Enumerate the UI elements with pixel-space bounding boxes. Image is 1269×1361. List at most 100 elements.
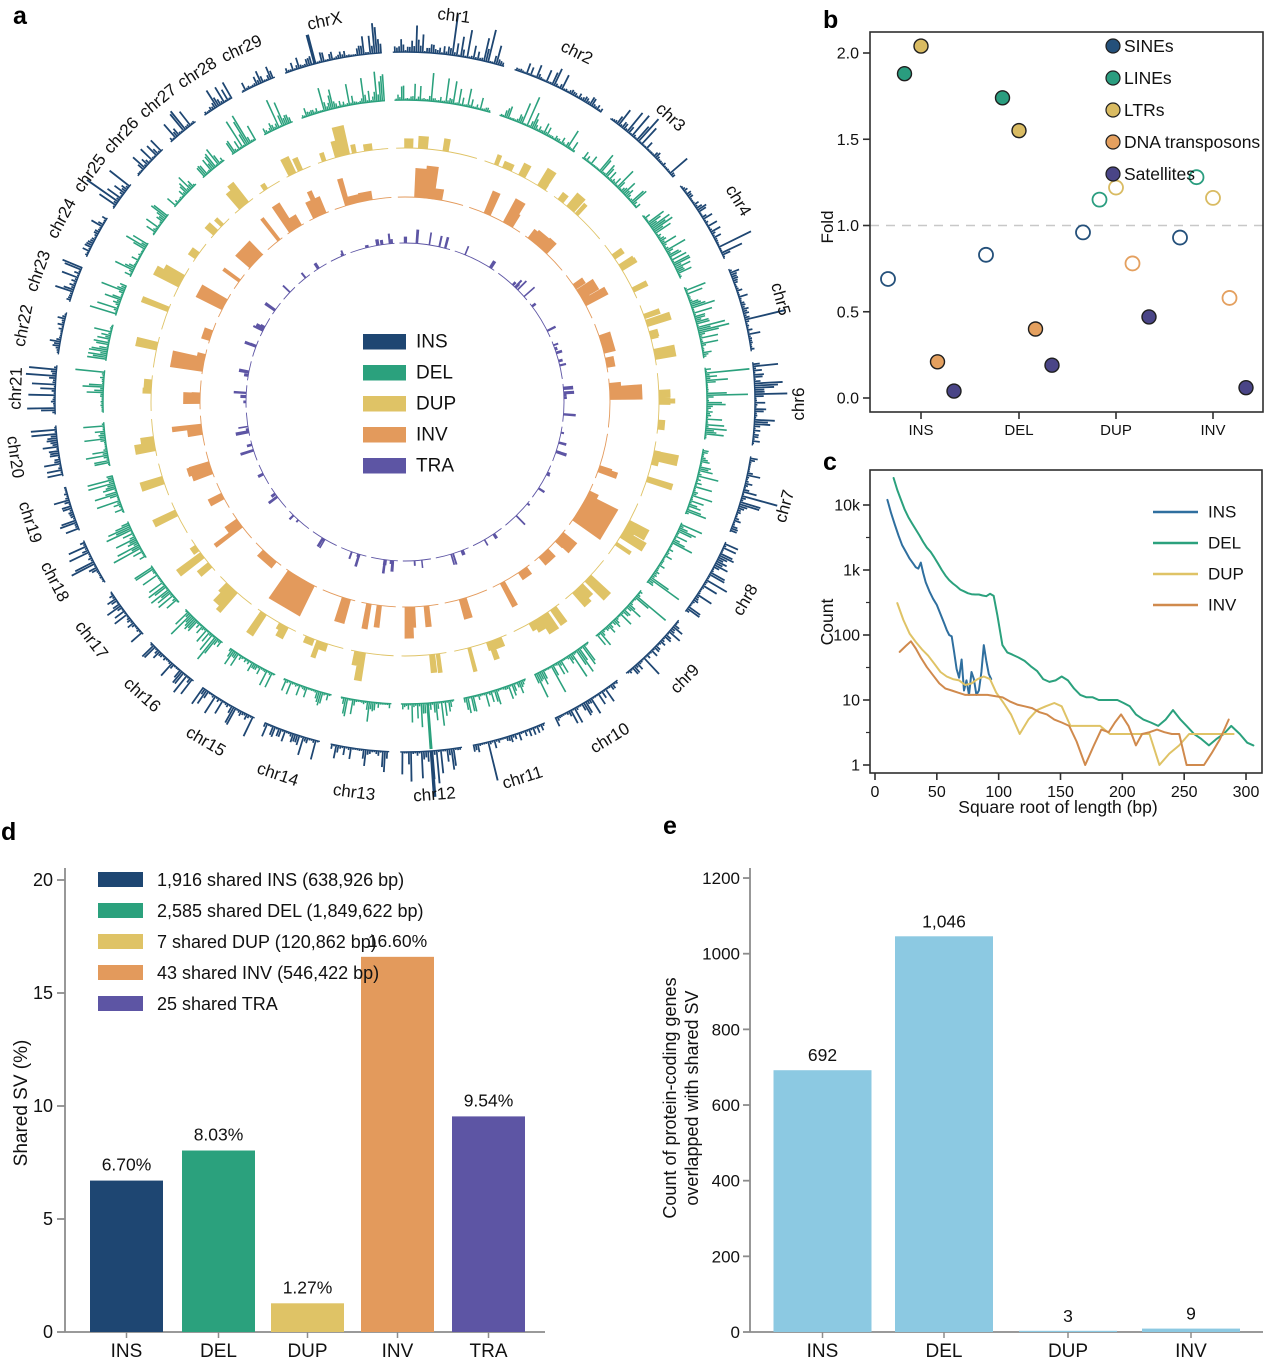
y-tick-label: 200 xyxy=(712,1247,740,1266)
panel-c-label: c xyxy=(823,448,837,476)
line-DEL xyxy=(892,477,1255,747)
chromosome-label: chr25 xyxy=(70,150,110,196)
chromosome-label: chr16 xyxy=(120,674,164,717)
legend-swatch-DUP xyxy=(363,396,406,412)
y-tick-label: 20 xyxy=(33,870,53,890)
point-DNA-transposons-DEL xyxy=(1027,321,1044,337)
chromosome-label: chr1 xyxy=(436,4,471,27)
point-SINEs-INS xyxy=(880,271,896,287)
y-tick-label: 1k xyxy=(843,563,861,580)
legend-label: LTRs xyxy=(1124,100,1165,120)
y-tick-label: 0.5 xyxy=(837,304,859,321)
x-category-label: DUP xyxy=(1048,1341,1088,1361)
plot-frame xyxy=(869,469,1263,774)
point-SINEs-DEL xyxy=(978,246,994,263)
point-LTRs-DUP xyxy=(1108,179,1124,196)
point-DNA-transposons-DUP xyxy=(1124,255,1141,272)
y-tick-label: 600 xyxy=(712,1096,740,1115)
legend-marker-LINEs xyxy=(1105,70,1121,86)
legend-marker-SINEs xyxy=(1105,38,1121,54)
panel-c-legend: INS DEL DUP INV xyxy=(1153,503,1244,615)
x-category-label: DEL xyxy=(1004,422,1033,439)
chromosome-label: chr18 xyxy=(37,558,73,605)
chromosome-label: chr5 xyxy=(767,281,794,318)
legend-label: 2,585 shared DEL (1,849,622 bp) xyxy=(157,901,424,921)
chromosome-label: chr19 xyxy=(15,499,46,545)
x-category-label: INV xyxy=(1175,1341,1207,1361)
chromosome-label: chr20 xyxy=(3,435,28,480)
y-axis-label: Fold xyxy=(818,210,837,243)
legend-label-DEL: DEL xyxy=(416,363,453,384)
chromosome-label: chrX xyxy=(306,8,344,34)
panel-a-circos: chr1 chr2 chr3 chr4 chr5 chr6 chr7 chr8 chr9 chr1… xyxy=(3,4,808,805)
panel-e-plot: 0 200 400 600 800 1000 1200 Count of protein-co… xyxy=(660,868,1263,1361)
panel-b-plot: 0.0 0.5 1.0 1.5 2.0 INS DEL DUP INV Fold SINEs LINE… xyxy=(818,31,1264,439)
legend-label: DEL xyxy=(1208,534,1241,553)
x-category-label: TRA xyxy=(470,1341,508,1361)
bar-INV xyxy=(361,956,434,1332)
bar-value-label: 1,046 xyxy=(922,911,966,931)
legend-swatch xyxy=(98,965,143,980)
legend-label: INS xyxy=(1208,503,1236,522)
legend-label: 7 shared DUP (120,862 bp) xyxy=(157,932,377,952)
y-axis-label: Shared SV (%) xyxy=(11,1040,32,1167)
panel-e-label: e xyxy=(663,812,677,840)
y-tick-label: 0 xyxy=(43,1322,53,1342)
x-category-label: DUP xyxy=(1100,422,1132,439)
bar-TRA xyxy=(452,1116,525,1332)
point-Satellites-INS xyxy=(946,383,962,399)
bar-value-label: 6.70% xyxy=(102,1155,152,1175)
legend-label: 1,916 shared INS (638,926 bp) xyxy=(157,870,404,890)
chromosome-label: chr2 xyxy=(558,37,596,69)
chromosome-label: chr11 xyxy=(500,762,545,792)
bar-value-label: 1.27% xyxy=(283,1277,333,1297)
x-category-label: DEL xyxy=(926,1341,963,1361)
point-LTRs-INV xyxy=(1205,189,1221,206)
chromosome-label: chr12 xyxy=(413,783,457,805)
x-tick-label: 300 xyxy=(1233,784,1260,801)
legend-label-INV: INV xyxy=(416,425,448,446)
bar-value-label: 9.54% xyxy=(464,1090,514,1110)
bar-INV xyxy=(1142,1328,1240,1332)
bar-value-label: 3 xyxy=(1063,1306,1073,1326)
panel-d-plot: 0 5 10 15 20 Shared SV (%) 6.70% INS 8.03% DEL 1.2… xyxy=(11,868,545,1361)
legend-label: 25 shared TRA xyxy=(157,994,278,1014)
chromosome-label: chr13 xyxy=(332,780,377,804)
chromosome-label: chr15 xyxy=(183,722,229,760)
point-Satellites-DEL xyxy=(1044,357,1060,373)
y-tick-label: 15 xyxy=(33,983,53,1003)
legend-label-TRA: TRA xyxy=(416,456,454,477)
legend-label: DNA transposons xyxy=(1124,132,1260,152)
bar-DUP xyxy=(1019,1330,1117,1332)
x-axis-label: Square root of length (bp) xyxy=(958,797,1157,817)
x-tick-label: 50 xyxy=(928,784,946,801)
x-tick-label: 250 xyxy=(1171,784,1198,801)
x-tick-label: 100 xyxy=(985,784,1012,801)
y-tick-label: 800 xyxy=(712,1020,740,1039)
point-LTRs-INS xyxy=(913,38,929,54)
circos-track-bars-DUP xyxy=(134,124,680,682)
legend-label: LINEs xyxy=(1124,68,1172,88)
circos-track-bars-INV xyxy=(169,165,643,639)
chromosome-label: chr22 xyxy=(10,303,37,348)
bar-value-label: 16.60% xyxy=(368,931,427,951)
bar-DUP xyxy=(271,1303,344,1332)
x-category-label: DUP xyxy=(287,1341,327,1361)
bar-INS xyxy=(773,1070,872,1332)
legend-swatch xyxy=(98,903,143,918)
y-tick-label: 400 xyxy=(712,1172,740,1191)
y-tick-label: 0 xyxy=(731,1323,740,1342)
x-category-label: DEL xyxy=(200,1341,237,1361)
y-tick-label: 10k xyxy=(834,498,861,515)
x-category-label: INS xyxy=(807,1341,839,1361)
point-Satellites-INV xyxy=(1238,379,1254,396)
y-tick-label: 1 xyxy=(851,758,860,775)
panel-d-label: d xyxy=(1,818,17,846)
y-axis-label-line1: Count of protein-coding genes xyxy=(660,977,680,1218)
legend-swatch xyxy=(98,872,143,887)
bar-value-label: 8.03% xyxy=(194,1125,244,1145)
legend-label-INS: INS xyxy=(416,332,448,353)
point-LINEs-DUP xyxy=(1091,191,1108,208)
x-category-label: INV xyxy=(382,1341,414,1361)
